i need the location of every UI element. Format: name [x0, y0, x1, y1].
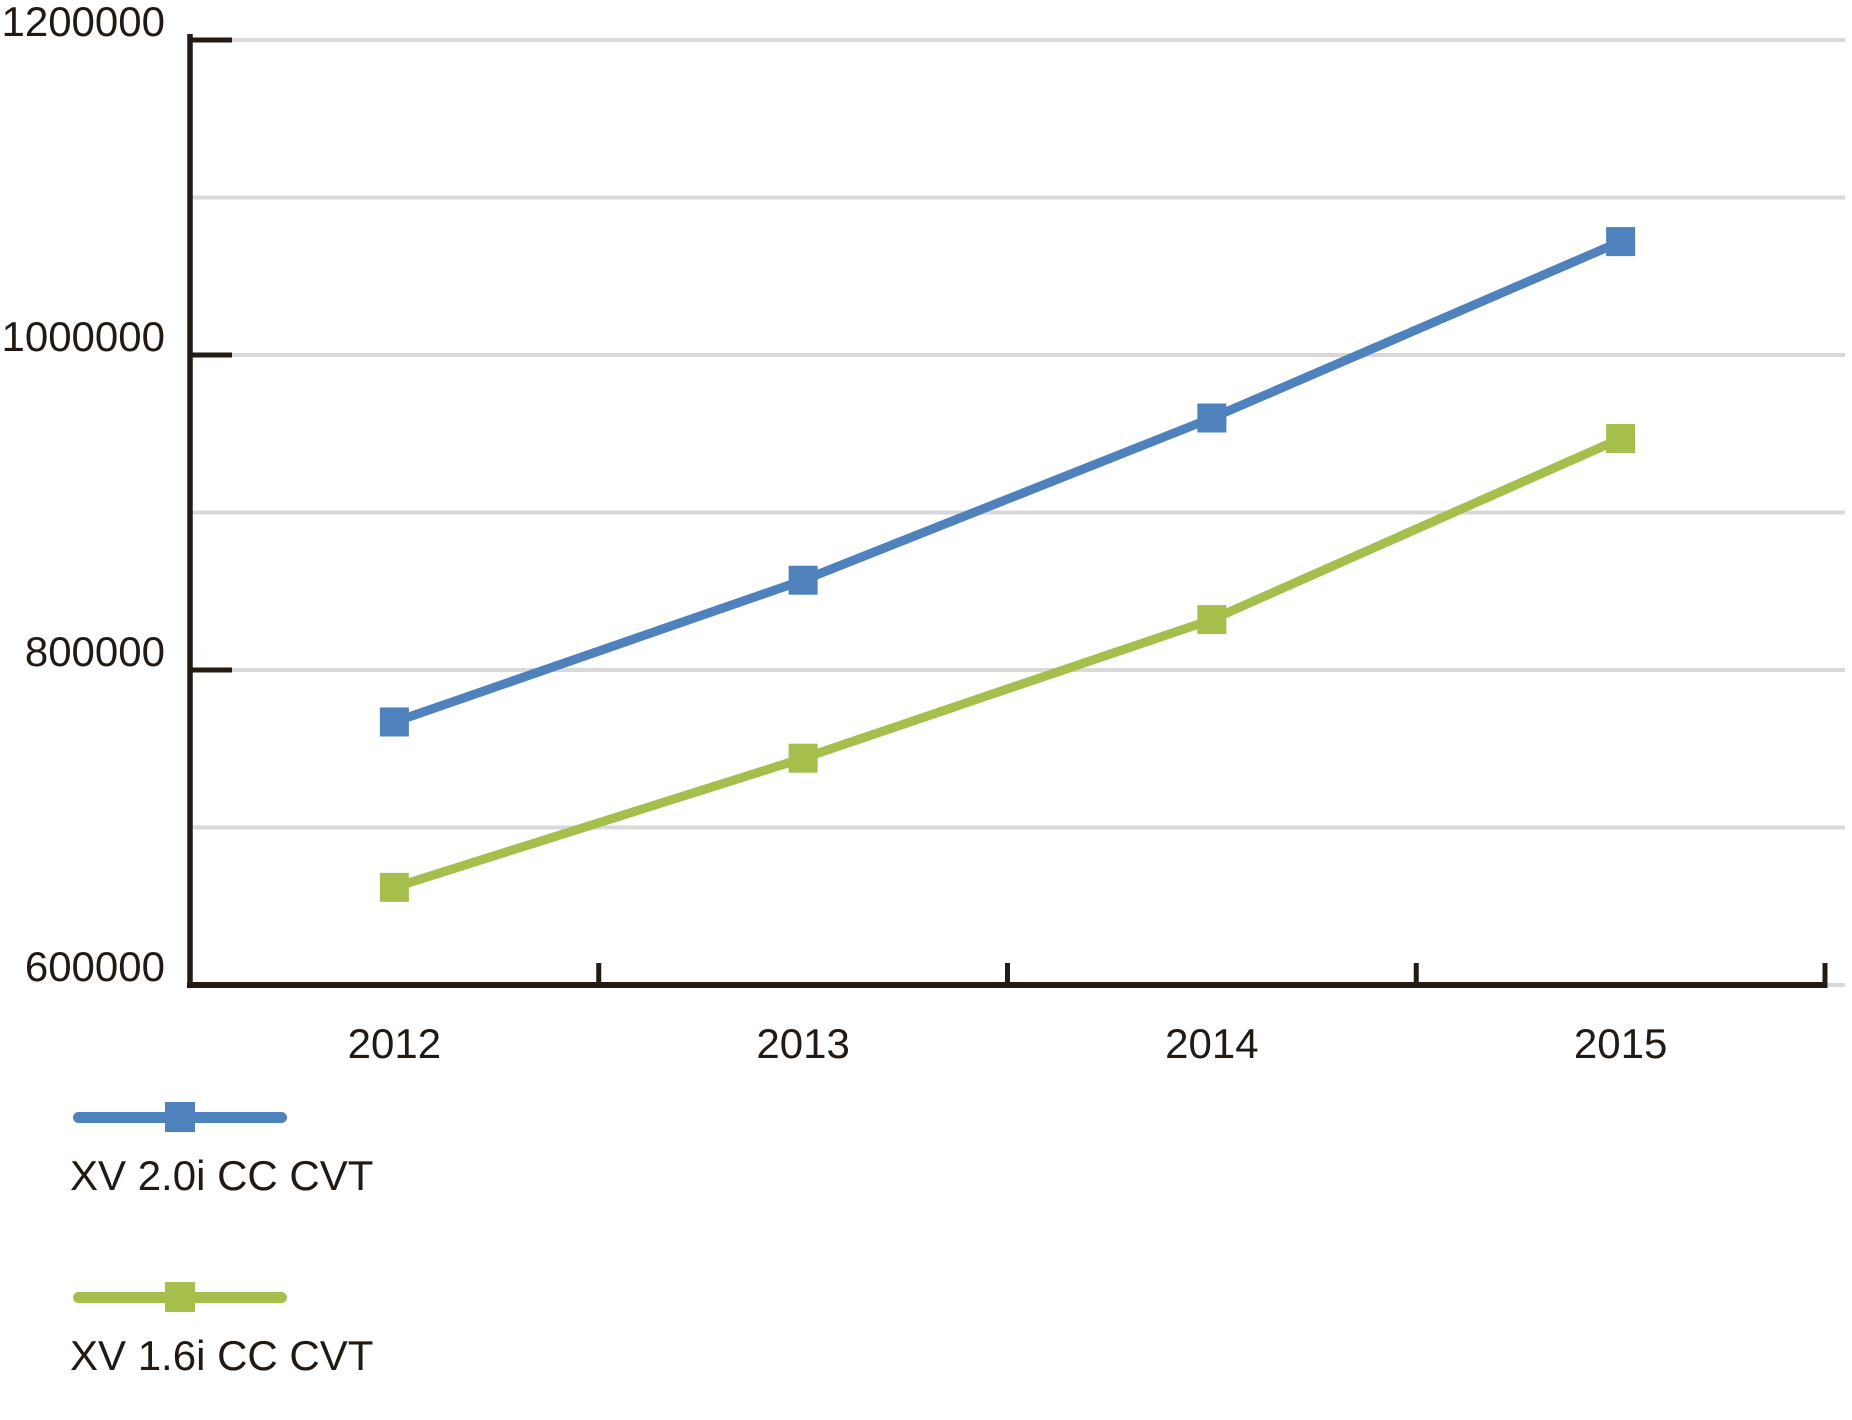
series-line-0: [392, 237, 1623, 727]
y-axis-label: 1000000: [1, 313, 165, 360]
data-point-series1-2015: [1606, 423, 1636, 453]
x-axis-label: 2013: [756, 1020, 849, 1067]
data-point-series1-2012: [379, 872, 409, 902]
x-axis-label: 2014: [1165, 1020, 1258, 1067]
x-axis-label: 2015: [1574, 1020, 1667, 1067]
data-point-series1-2013: [788, 743, 818, 773]
data-point-series0-2013: [788, 565, 818, 595]
y-axis-label: 800000: [25, 628, 165, 675]
y-axis-label: 1200000: [1, 0, 165, 45]
data-point-series0-2014: [1197, 403, 1227, 433]
series-line-1: [393, 434, 1623, 892]
x-axis-label: 2012: [348, 1020, 441, 1067]
data-point-series0-2015: [1606, 227, 1636, 257]
data-point-series1-2014: [1197, 605, 1227, 635]
y-axis-label: 600000: [25, 943, 165, 990]
data-point-series0-2012: [379, 707, 409, 737]
